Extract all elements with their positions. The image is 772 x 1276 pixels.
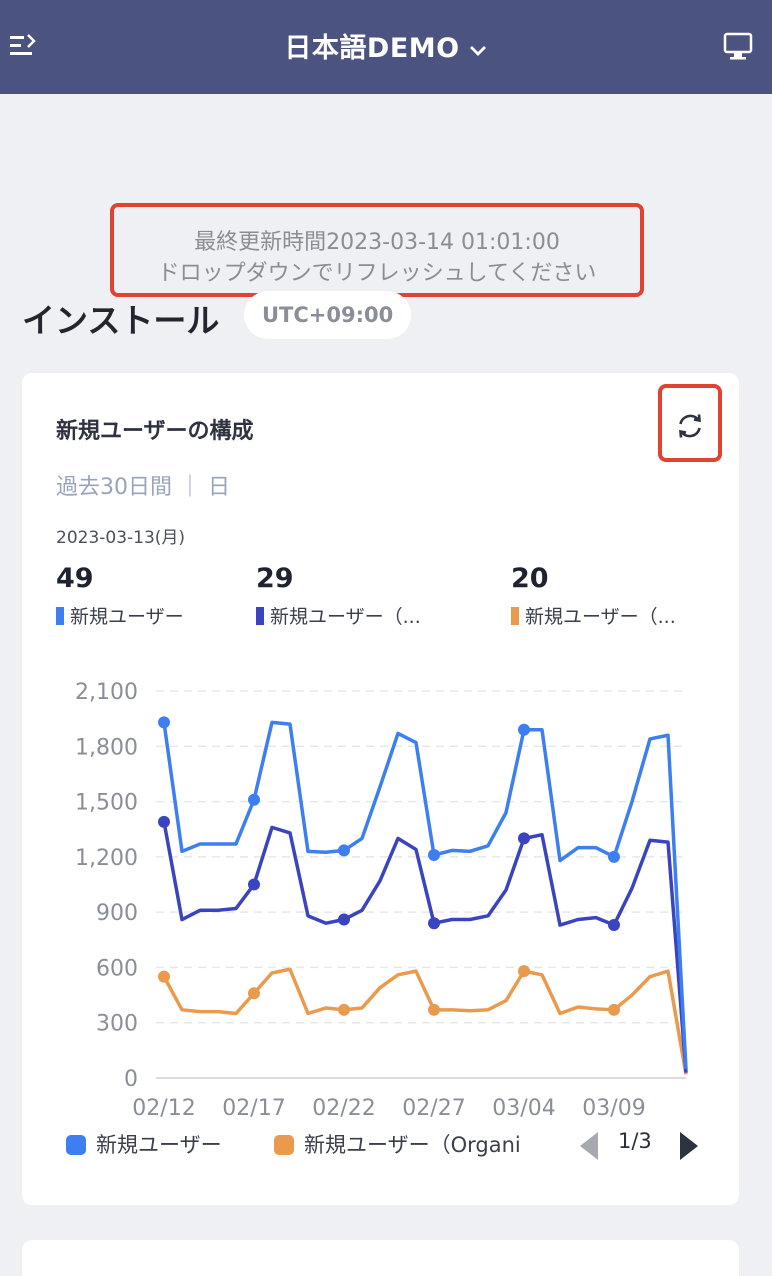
data-point[interactable] xyxy=(428,849,440,862)
legend-label: 新規ユーザー（Organi xyxy=(304,1133,521,1157)
series-line xyxy=(162,967,688,1075)
metric-value: 49 xyxy=(56,563,94,594)
collapse-menu-icon[interactable] xyxy=(8,32,38,60)
legend-swatch xyxy=(511,607,519,625)
series-line xyxy=(162,821,688,1073)
data-point[interactable] xyxy=(518,965,530,978)
legend-prev-icon[interactable] xyxy=(578,1131,600,1166)
metric-label: 新規ユーザー xyxy=(70,606,184,628)
app-title: 日本語DEMO xyxy=(284,33,460,64)
x-tick-label: 03/09 xyxy=(582,1096,645,1121)
last-updated-notice: 最終更新時間2023-03-14 01:01:00 ドロップダウンでリフレッシュ… xyxy=(110,203,644,297)
top-bar: 日本語DEMO xyxy=(0,0,772,94)
y-tick-label: 600 xyxy=(96,956,138,981)
chevron-down-icon xyxy=(468,34,488,65)
app-switcher[interactable]: 日本語DEMO xyxy=(0,26,772,65)
y-tick-label: 2,100 xyxy=(75,680,138,705)
timezone-badge[interactable]: UTC+09:00 xyxy=(244,291,412,339)
data-point[interactable] xyxy=(518,832,530,845)
metric-value: 20 xyxy=(511,563,549,594)
legend-page-indicator: 1/3 xyxy=(618,1129,652,1153)
y-tick-label: 300 xyxy=(96,1012,138,1037)
x-tick-label: 02/22 xyxy=(312,1096,375,1121)
data-point[interactable] xyxy=(158,815,170,828)
legend-next-icon[interactable] xyxy=(678,1131,700,1166)
pull-to-refresh-hint: ドロップダウンでリフレッシュしてください xyxy=(157,261,597,286)
metric-new-users: 49 新規ユーザー xyxy=(56,563,184,629)
y-tick-label: 1,800 xyxy=(75,735,138,760)
y-tick-label: 0 xyxy=(124,1067,138,1092)
y-tick-label: 1,500 xyxy=(75,791,138,816)
data-point[interactable] xyxy=(518,723,530,736)
chart-legend: 新規ユーザー 新規ユーザー（Organi 1/3 xyxy=(66,1129,706,1165)
data-point[interactable] xyxy=(158,716,170,729)
data-point[interactable] xyxy=(338,1003,350,1016)
data-point[interactable] xyxy=(248,793,260,806)
x-tick-label: 03/04 xyxy=(492,1096,555,1121)
legend-dot xyxy=(66,1135,86,1155)
last-updated-time: 最終更新時間2023-03-14 01:01:00 xyxy=(194,230,560,255)
new-users-line-chart: 0 300 600 900 1,200 1,500 1,800 2,100 02/12 02/17… xyxy=(75,680,688,1121)
legend-swatch xyxy=(256,607,264,625)
data-point[interactable] xyxy=(338,844,350,857)
legend-item-new-users[interactable]: 新規ユーザー xyxy=(66,1129,222,1159)
metric-value: 29 xyxy=(256,563,294,594)
y-tick-label: 900 xyxy=(96,901,138,926)
refresh-button[interactable] xyxy=(658,384,722,462)
next-card xyxy=(22,1240,739,1276)
data-point[interactable] xyxy=(608,919,620,932)
card-title: 新規ユーザーの構成 xyxy=(56,419,254,444)
legend-dot xyxy=(274,1135,294,1155)
metric-new-users-3: 20 新規ユーザー（... xyxy=(511,563,676,629)
legend-label: 新規ユーザー xyxy=(96,1133,222,1157)
x-tick-label: 02/17 xyxy=(222,1096,285,1121)
data-point[interactable] xyxy=(428,1003,440,1016)
period-selector[interactable]: 過去30日間 ｜ 日 xyxy=(56,475,230,500)
metric-new-users-2: 29 新規ユーザー（... xyxy=(256,563,421,629)
data-point[interactable] xyxy=(248,878,260,891)
legend-swatch xyxy=(56,607,64,625)
metric-label: 新規ユーザー（... xyxy=(270,606,421,628)
series-line xyxy=(162,720,688,1070)
x-tick-label: 02/27 xyxy=(402,1096,465,1121)
data-point[interactable] xyxy=(158,970,170,983)
x-tick-label: 02/12 xyxy=(132,1096,195,1121)
section-title: インストール xyxy=(22,301,220,340)
selected-date: 2023-03-13(月) xyxy=(56,528,186,548)
y-tick-label: 1,200 xyxy=(75,846,138,871)
data-point[interactable] xyxy=(248,987,260,1000)
data-point[interactable] xyxy=(608,1003,620,1016)
metric-label: 新規ユーザー（... xyxy=(525,606,676,628)
legend-item-organic[interactable]: 新規ユーザー（Organi xyxy=(274,1129,556,1159)
monitor-icon[interactable] xyxy=(722,30,754,62)
new-users-card: 新規ユーザーの構成 過去30日間 ｜ 日 2023-03-13(月) 49 新規… xyxy=(22,373,739,1205)
data-point[interactable] xyxy=(428,917,440,930)
data-point[interactable] xyxy=(608,850,620,863)
data-point[interactable] xyxy=(338,913,350,926)
refresh-icon xyxy=(679,414,701,438)
